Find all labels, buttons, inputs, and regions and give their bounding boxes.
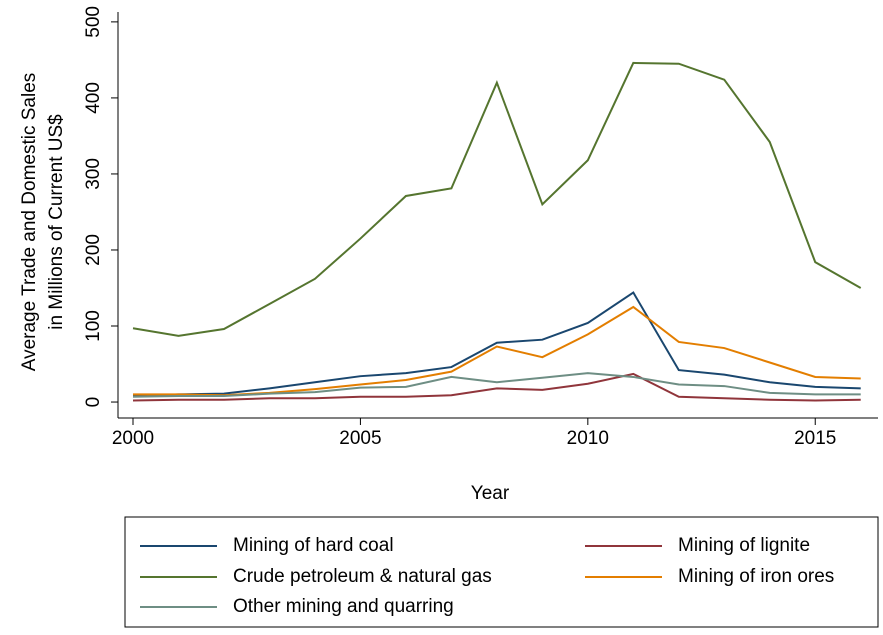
x-tick-label: 2015 [794,428,836,449]
legend-label: Other mining and quarring [233,596,454,617]
y-axis-label: in Millions of Current US$ [46,114,67,330]
series-line [132,61,862,337]
series-line [132,372,861,398]
y-tick-label: 200 [83,234,104,266]
x-tick-label: 2010 [567,428,609,449]
y-tick-label: 400 [83,82,104,114]
series-line [132,372,861,402]
legend-label: Mining of hard coal [233,535,394,556]
series-line [132,291,861,397]
legend-label: Mining of lignite [678,535,810,556]
y-tick-label: 300 [83,158,104,190]
legend-label: Crude petroleum & natural gas [233,566,492,587]
x-axis-label: Year [471,483,510,504]
x-tick-label: 2005 [339,428,381,449]
legend-label: Mining of iron ores [678,566,834,587]
y-tick-label: 0 [83,397,104,408]
y-tick-label: 500 [83,6,104,38]
x-tick-label: 2000 [112,428,154,449]
y-axis-label: Average Trade and Domestic Sales [19,73,40,372]
legend-box [124,516,879,628]
y-tick-label: 100 [83,310,104,342]
